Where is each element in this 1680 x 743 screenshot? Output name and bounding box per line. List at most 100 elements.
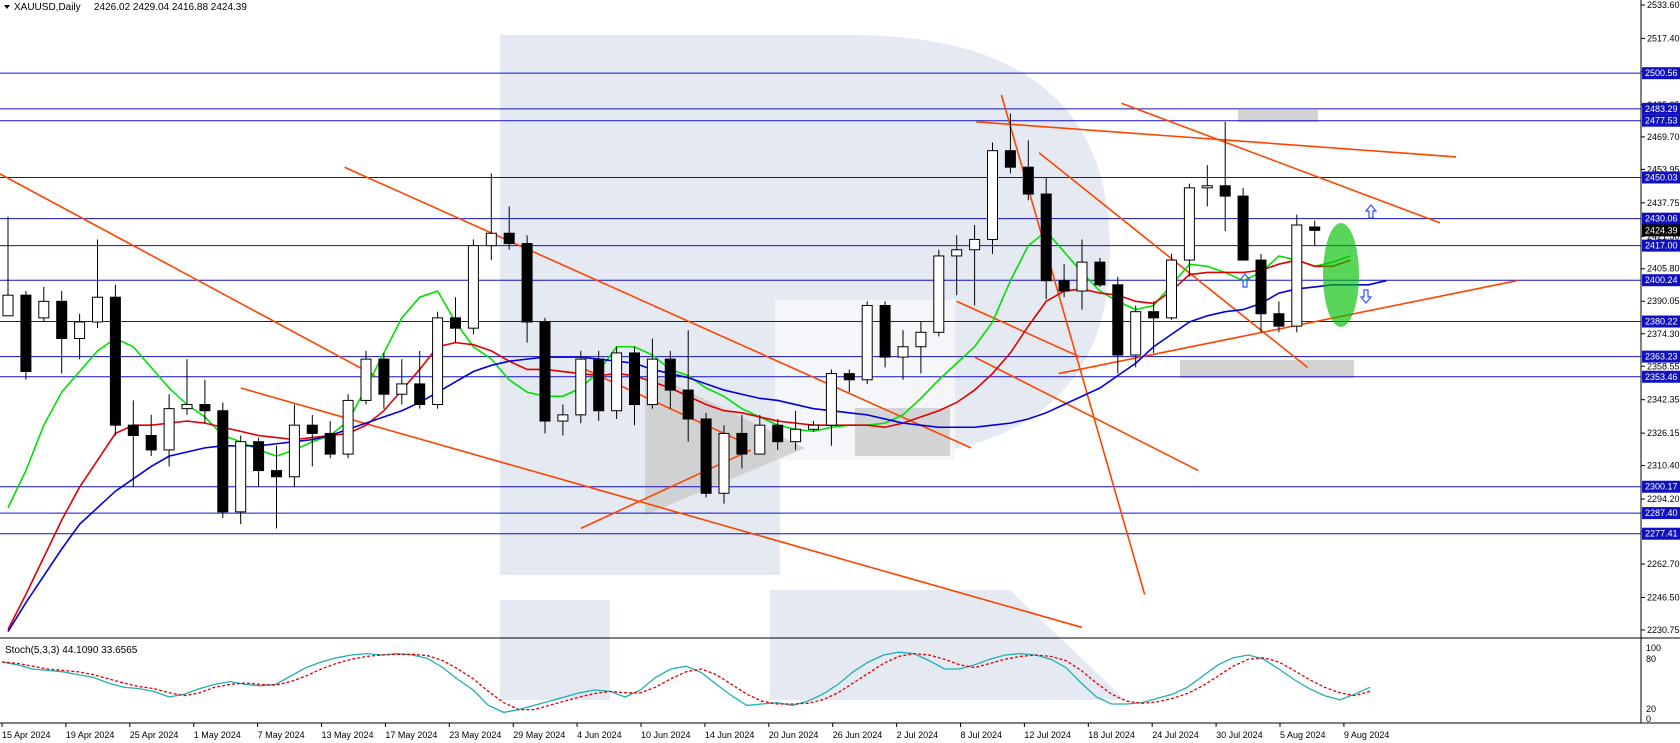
price-tick-label: 2230.75 bbox=[1647, 625, 1680, 635]
price-tick-label: 2310.40 bbox=[1647, 461, 1680, 471]
date-axis: 15 Apr 2024 19 Apr 2024 25 Apr 2024 1 May 2… bbox=[1, 723, 1389, 740]
candle bbox=[432, 311, 444, 409]
candle bbox=[790, 410, 802, 450]
level-tag-label: 2353.46 bbox=[1645, 372, 1678, 382]
price-tick-label: 2246.50 bbox=[1647, 592, 1680, 602]
candle bbox=[20, 291, 32, 380]
candle bbox=[700, 412, 712, 498]
current-price-tag: 2424.39 bbox=[1642, 224, 1680, 237]
date-label: 25 Apr 2024 bbox=[130, 730, 179, 740]
candle bbox=[92, 239, 103, 329]
candle bbox=[1219, 121, 1231, 232]
level-tag bbox=[1642, 350, 1680, 363]
candle bbox=[1309, 220, 1321, 246]
level-tag bbox=[1642, 67, 1680, 80]
candle bbox=[1076, 239, 1088, 310]
date-label: 20 Jun 2024 bbox=[769, 730, 819, 740]
level-tag bbox=[1642, 274, 1680, 287]
candle bbox=[1130, 305, 1142, 368]
level-tag-label: 2400.24 bbox=[1645, 275, 1678, 285]
level-tag bbox=[1642, 239, 1680, 252]
price-tick-label: 2374.30 bbox=[1647, 329, 1680, 339]
candle bbox=[324, 421, 336, 459]
ohlc-label: 2426.02 2429.04 2416.88 2424.39 bbox=[94, 2, 247, 13]
level-tag bbox=[1642, 370, 1680, 383]
candle bbox=[1183, 183, 1195, 277]
trend-line bbox=[0, 173, 376, 377]
candle bbox=[485, 173, 497, 261]
trend-line bbox=[974, 356, 1199, 472]
current-price-label: 2424.39 bbox=[1645, 225, 1678, 235]
candle bbox=[861, 301, 873, 384]
level-tag-label: 2430.06 bbox=[1645, 214, 1678, 224]
price-tick-label: 2294.20 bbox=[1647, 494, 1680, 504]
level-tag-label: 2300.17 bbox=[1645, 482, 1678, 492]
candle bbox=[969, 224, 981, 306]
level-tag bbox=[1642, 507, 1680, 520]
arrow-up-icon bbox=[1238, 273, 1252, 288]
candle bbox=[145, 414, 157, 457]
date-label: 29 May 2024 bbox=[513, 730, 565, 740]
candle bbox=[593, 350, 605, 422]
date-label: 23 May 2024 bbox=[449, 730, 501, 740]
price-tick-label: 2390.05 bbox=[1647, 296, 1680, 306]
candle bbox=[843, 369, 855, 393]
candle bbox=[199, 379, 211, 424]
date-label: 2 Jul 2024 bbox=[897, 730, 939, 740]
candle bbox=[1112, 276, 1124, 374]
candle bbox=[360, 350, 372, 405]
price-tick-label: 2533.60 bbox=[1647, 0, 1680, 10]
level-tag bbox=[1642, 527, 1680, 540]
candle bbox=[1201, 165, 1213, 207]
level-tag-label: 2483.29 bbox=[1645, 104, 1678, 114]
date-label: 15 Apr 2024 bbox=[2, 730, 51, 740]
price-tick-label: 2437.75 bbox=[1647, 198, 1680, 208]
candle bbox=[414, 350, 426, 409]
date-label: 19 Apr 2024 bbox=[66, 730, 115, 740]
price-tick-label: 2405.80 bbox=[1647, 264, 1680, 274]
candle bbox=[575, 350, 587, 424]
stoch-d-line bbox=[1, 652, 1371, 711]
level-tag-label: 2287.40 bbox=[1645, 508, 1678, 518]
candle bbox=[557, 404, 569, 436]
ma-fast-line bbox=[7, 230, 1351, 509]
level-tag-label: 2450.03 bbox=[1645, 172, 1678, 182]
candle bbox=[897, 330, 909, 380]
signal-markers bbox=[1238, 204, 1378, 327]
candle bbox=[56, 291, 68, 374]
candle bbox=[38, 286, 50, 322]
level-tag-label: 2477.53 bbox=[1645, 116, 1678, 126]
level-tag bbox=[1642, 114, 1680, 127]
candle bbox=[503, 206, 515, 250]
horizontal-levels bbox=[0, 72, 1641, 535]
dropdown-icon bbox=[4, 5, 10, 9]
candle bbox=[736, 414, 748, 469]
level-tag bbox=[1642, 212, 1680, 225]
date-label: 8 Jul 2024 bbox=[961, 730, 1003, 740]
price-tick-label: 2342.35 bbox=[1647, 395, 1680, 405]
chart-header: XAUUSD,Daily 2426.02 2429.04 2416.88 242… bbox=[4, 2, 247, 13]
ma-mid-line bbox=[7, 259, 1351, 630]
date-label: 12 Jul 2024 bbox=[1024, 730, 1071, 740]
level-tag-label: 2277.41 bbox=[1645, 529, 1678, 539]
stoch-tick: 80 bbox=[1646, 654, 1656, 664]
candle bbox=[1040, 177, 1052, 300]
candle bbox=[879, 301, 891, 368]
candle bbox=[682, 330, 694, 442]
price-tick-label: 2453.95 bbox=[1647, 164, 1680, 174]
candle bbox=[235, 435, 247, 525]
level-tag bbox=[1642, 480, 1680, 493]
stoch-label: Stoch(5,3,3) 44.1090 33.6565 bbox=[5, 645, 138, 656]
arrow-down-icon bbox=[1359, 289, 1373, 304]
candle bbox=[1148, 301, 1160, 353]
date-label: 13 May 2024 bbox=[322, 730, 374, 740]
candle bbox=[467, 239, 479, 335]
price-tick-label: 2358.55 bbox=[1647, 361, 1680, 371]
candle bbox=[611, 346, 623, 419]
candle bbox=[987, 142, 998, 254]
candle bbox=[253, 437, 265, 488]
candle bbox=[217, 402, 229, 519]
price-tick-label: 2262.70 bbox=[1647, 559, 1680, 569]
candle bbox=[378, 352, 390, 409]
